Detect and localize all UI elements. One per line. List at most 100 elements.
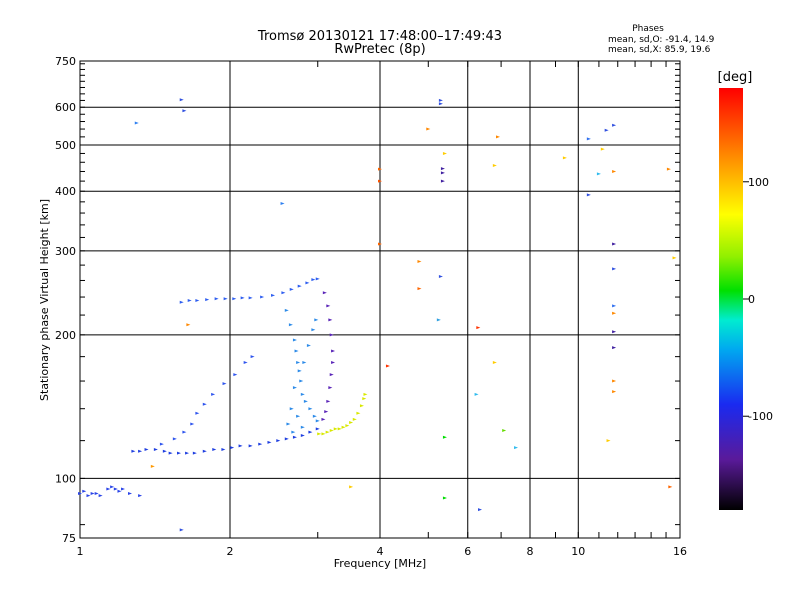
data-point — [131, 449, 136, 453]
data-point — [612, 330, 617, 334]
y-tick-label: 100 — [55, 472, 76, 485]
data-point — [308, 407, 313, 411]
data-point — [98, 494, 103, 498]
data-point — [502, 429, 507, 433]
data-point — [315, 419, 320, 423]
x-tick-label: 10 — [571, 545, 585, 558]
data-point — [240, 296, 245, 300]
chart-title-line1: Tromsø 20130121 17:48:00–17:49:43 — [257, 29, 502, 44]
data-point — [315, 277, 320, 281]
data-point — [378, 167, 382, 171]
phases-x-stats: mean, sd,X: 85.9, 19.6 — [608, 45, 711, 55]
data-point — [258, 442, 263, 446]
data-point — [168, 451, 173, 455]
data-point — [438, 102, 443, 106]
data-point — [321, 417, 326, 421]
data-point — [495, 135, 500, 139]
data-point — [214, 297, 219, 301]
data-point — [292, 435, 297, 439]
data-point — [243, 360, 248, 364]
data-point — [378, 242, 382, 246]
data-point — [248, 296, 253, 300]
data-point — [326, 304, 331, 308]
data-point — [238, 444, 243, 448]
data-point — [233, 373, 238, 377]
data-point — [182, 430, 187, 434]
data-point — [306, 343, 311, 347]
data-point — [442, 435, 447, 439]
data-point — [426, 127, 431, 131]
data-point — [305, 281, 310, 285]
data-point — [349, 485, 354, 489]
data-point — [150, 464, 155, 468]
data-point — [328, 386, 333, 390]
data-point — [606, 439, 611, 443]
data-point — [260, 295, 265, 299]
data-point — [314, 318, 319, 322]
x-tick-label: 8 — [527, 545, 534, 558]
data-point — [106, 487, 111, 491]
data-point — [672, 256, 677, 260]
data-point — [438, 275, 443, 279]
data-point — [230, 446, 235, 450]
data-point — [303, 399, 308, 403]
data-point — [248, 444, 253, 448]
x-tick-label: 6 — [464, 545, 471, 558]
data-point — [315, 427, 320, 431]
data-point — [668, 485, 673, 489]
data-point — [326, 399, 331, 403]
data-point — [294, 349, 299, 353]
data-point — [250, 355, 255, 359]
data-point — [202, 449, 207, 453]
data-point — [331, 349, 336, 353]
phases-title: Phases — [632, 24, 664, 34]
data-point — [221, 447, 226, 451]
data-point — [78, 491, 82, 495]
data-point — [328, 318, 333, 322]
plot-area: 1 2 4 6 8 10 16 75 100 200 300 400 500 600 750 — [55, 55, 687, 558]
data-point — [138, 494, 143, 498]
colorbar-tick-label: 0 — [748, 293, 755, 306]
data-point — [329, 429, 334, 433]
data-point — [612, 304, 617, 308]
data-point — [324, 410, 329, 414]
data-point — [596, 172, 601, 176]
data-point — [202, 402, 207, 406]
data-point — [128, 491, 133, 495]
data-point — [121, 487, 126, 491]
data-point — [312, 414, 317, 418]
data-point — [562, 156, 567, 160]
data-point — [223, 297, 228, 301]
data-point — [321, 432, 326, 436]
y-tick-label: 400 — [55, 185, 76, 198]
data-point — [117, 489, 122, 493]
data-point — [417, 259, 422, 263]
x-tick-label: 4 — [377, 545, 384, 558]
data-point — [337, 427, 342, 431]
data-point — [311, 278, 316, 282]
data-point — [286, 422, 291, 426]
data-point — [359, 404, 364, 408]
data-point — [276, 439, 281, 443]
data-point — [280, 201, 285, 205]
data-point — [212, 447, 217, 451]
data-point — [436, 318, 441, 322]
data-point — [179, 300, 184, 304]
data-point — [604, 128, 609, 132]
data-point — [176, 451, 181, 455]
data-point — [232, 297, 237, 301]
data-point — [322, 291, 327, 295]
data-point — [612, 390, 617, 394]
data-point — [612, 242, 617, 246]
data-point — [440, 167, 445, 171]
data-point — [586, 137, 591, 141]
data-point — [300, 425, 305, 429]
data-point — [349, 420, 354, 424]
data-point — [94, 491, 99, 495]
x-axis-label: Frequency [MHz] — [334, 557, 426, 570]
data-point — [317, 432, 322, 436]
data-point — [297, 284, 302, 288]
data-point — [110, 485, 115, 489]
x-tick-label: 1 — [77, 545, 84, 558]
